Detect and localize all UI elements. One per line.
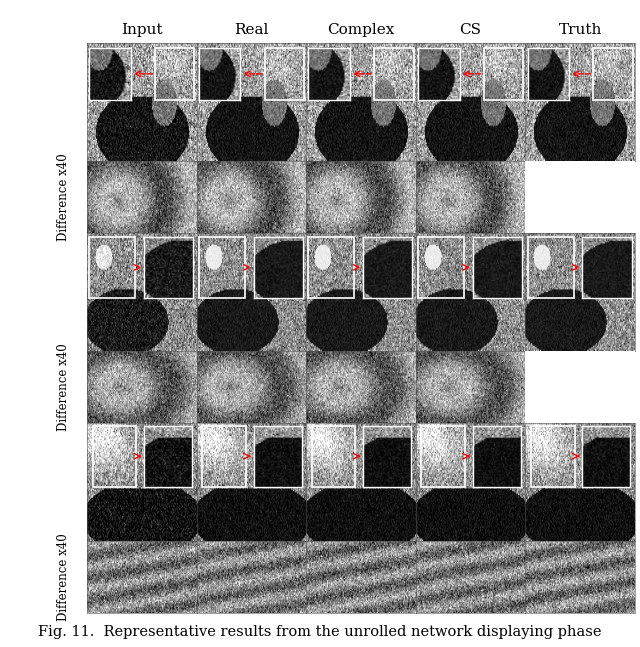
Bar: [484, 48, 523, 100]
Text: Real: Real: [234, 23, 269, 37]
Text: Difference x40: Difference x40: [56, 343, 70, 431]
Bar: [93, 426, 136, 487]
Bar: [527, 237, 573, 298]
Bar: [593, 48, 633, 100]
Text: Input: Input: [121, 23, 163, 37]
Bar: [421, 426, 465, 487]
Bar: [202, 426, 246, 487]
Bar: [89, 237, 135, 298]
Text: Difference x40: Difference x40: [56, 533, 70, 621]
Bar: [155, 48, 195, 100]
Bar: [531, 426, 575, 487]
Text: Fig. 11.  Representative results from the unrolled network displaying phase: Fig. 11. Representative results from the…: [38, 625, 602, 639]
Bar: [374, 48, 413, 100]
Text: Complex: Complex: [327, 23, 395, 37]
Text: Difference x40: Difference x40: [56, 153, 70, 241]
Bar: [312, 426, 355, 487]
Text: Truth: Truth: [559, 23, 602, 37]
Bar: [418, 237, 464, 298]
Text: CS: CS: [460, 23, 481, 37]
Bar: [308, 237, 355, 298]
Bar: [199, 237, 245, 298]
Bar: [264, 48, 304, 100]
